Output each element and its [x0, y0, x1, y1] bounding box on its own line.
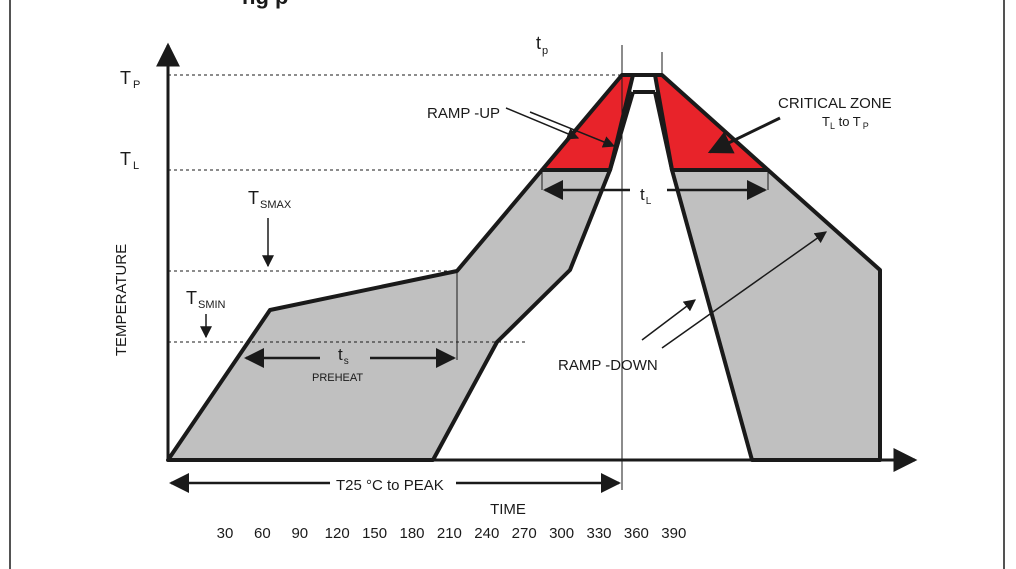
label-tsmin: TSMIN: [186, 288, 226, 311]
critical-zone-arrow: [707, 116, 781, 154]
label-tl-time: tL: [640, 185, 652, 207]
x-tick-label: 120: [325, 525, 350, 542]
label-tp-time: tp: [536, 33, 548, 57]
ramp-up-arrow-2: [529, 111, 616, 148]
x-tick-label: 30: [217, 525, 234, 542]
x-tick-label: 240: [474, 525, 499, 542]
label-preheat: PREHEAT: [312, 372, 363, 384]
ramp-down-arrow-1: [641, 299, 696, 341]
figure-border: [9, 0, 1005, 569]
label-ramp-up: RAMP -UP: [427, 105, 500, 122]
ramp-down-arrow-2: [661, 231, 827, 349]
x-axis-title: TIME: [490, 501, 526, 518]
label-t25-to-peak: T25 °C to PEAK: [336, 477, 444, 494]
x-tick-label: 60: [254, 525, 271, 542]
ramp-down-window-region: [670, 168, 882, 462]
ramp-up-arrow-1: [505, 107, 580, 140]
label-ts: ts: [338, 345, 349, 367]
x-tick-label: 360: [624, 525, 649, 542]
x-tick-label: 90: [291, 525, 308, 542]
x-tick-label: 330: [586, 525, 611, 542]
label-critical-zone: CRITICAL ZONE: [778, 95, 892, 112]
figure-title: ng p: [242, 0, 288, 9]
process-window-region: [166, 168, 612, 462]
critical-zone-right: [653, 73, 770, 172]
x-tick-label: 390: [661, 525, 686, 542]
x-tick-label: 300: [549, 525, 574, 542]
label-ramp-down: RAMP -DOWN: [558, 357, 658, 374]
x-tick-labels: 30 60 90 120 150 180 210 240 270 300 330 360 390: [217, 525, 687, 542]
y-axis-title: TEMPERATURE: [113, 244, 130, 356]
label-tsmax: TSMAX: [248, 188, 292, 211]
x-tick-label: 210: [437, 525, 462, 542]
x-tick-label: 150: [362, 525, 387, 542]
x-tick-label: 270: [512, 525, 537, 542]
x-tick-label: 180: [399, 525, 424, 542]
